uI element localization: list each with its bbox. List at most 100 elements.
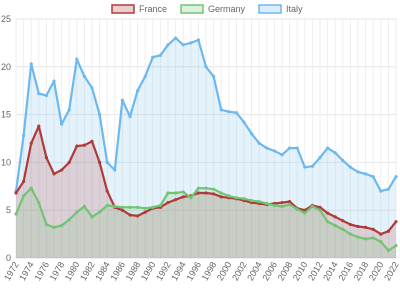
- data-point: [120, 208, 124, 212]
- x-tick-label: 1978: [48, 260, 67, 282]
- data-point: [14, 191, 18, 195]
- data-point: [303, 165, 307, 169]
- data-point: [371, 236, 375, 240]
- legend-swatch: [258, 4, 282, 14]
- data-point: [75, 57, 79, 61]
- data-point: [181, 190, 185, 194]
- data-point: [166, 191, 170, 195]
- data-point: [113, 168, 117, 172]
- data-point: [310, 204, 314, 208]
- data-point: [136, 89, 140, 93]
- data-point: [341, 219, 345, 223]
- legend-label: France: [139, 4, 167, 14]
- data-point: [364, 172, 368, 176]
- data-point: [379, 232, 383, 236]
- legend-item: France: [111, 4, 167, 14]
- data-point: [82, 143, 86, 147]
- data-point: [394, 220, 398, 224]
- data-point: [22, 134, 26, 138]
- x-tick-label: 1986: [108, 260, 127, 282]
- data-point: [67, 218, 71, 222]
- data-point: [272, 203, 276, 208]
- data-point: [318, 208, 322, 212]
- data-point: [189, 196, 193, 200]
- data-point: [174, 191, 178, 195]
- x-tick-label: 1976: [32, 260, 51, 282]
- data-point: [158, 203, 162, 208]
- x-tick-label: 1992: [154, 260, 173, 282]
- data-point: [265, 146, 269, 150]
- data-point: [394, 175, 398, 179]
- data-point: [310, 164, 314, 168]
- data-point: [348, 232, 352, 236]
- data-point: [98, 113, 102, 117]
- x-tick-label: 2022: [382, 260, 400, 282]
- x-tick-label: 2008: [276, 260, 295, 282]
- data-point: [143, 210, 147, 214]
- data-point: [128, 213, 132, 217]
- data-point: [364, 237, 368, 241]
- x-tick-label: 2000: [215, 260, 234, 282]
- data-point: [326, 220, 330, 224]
- x-tick-label: 2006: [260, 260, 279, 282]
- data-point: [212, 74, 216, 78]
- data-point: [250, 199, 254, 203]
- area-fill: [16, 188, 396, 258]
- data-point: [341, 227, 345, 231]
- data-point: [98, 210, 102, 214]
- data-point: [250, 132, 254, 136]
- data-point: [151, 55, 155, 59]
- data-point: [242, 197, 246, 201]
- data-point: [280, 200, 284, 205]
- data-point: [219, 191, 223, 195]
- data-point: [394, 243, 398, 248]
- data-point: [234, 111, 238, 115]
- legend-item: Italy: [258, 4, 303, 14]
- data-point: [143, 206, 147, 210]
- data-point: [52, 172, 56, 176]
- data-point: [356, 224, 360, 229]
- data-point: [234, 196, 238, 200]
- y-tick-label: 20: [1, 62, 11, 72]
- data-point: [318, 205, 322, 209]
- data-point: [128, 205, 132, 209]
- data-point: [181, 43, 185, 47]
- data-point: [295, 207, 299, 211]
- data-point: [288, 146, 292, 150]
- y-tick-label: 5: [6, 205, 11, 215]
- legend-label: Italy: [286, 4, 303, 14]
- data-point: [52, 225, 56, 230]
- x-tick-label: 1996: [184, 260, 203, 282]
- data-point: [52, 79, 56, 83]
- data-point: [356, 235, 360, 239]
- data-point: [60, 122, 64, 126]
- data-point: [333, 151, 337, 155]
- data-point: [82, 74, 86, 78]
- data-point: [29, 186, 33, 190]
- data-point: [356, 170, 360, 174]
- data-point: [204, 191, 208, 195]
- data-point: [348, 222, 352, 227]
- data-point: [227, 110, 231, 114]
- data-point: [29, 62, 33, 66]
- data-point: [136, 214, 140, 218]
- data-point: [219, 108, 223, 112]
- x-tick-label: 1988: [124, 260, 143, 282]
- data-point: [386, 229, 390, 233]
- data-point: [90, 139, 94, 143]
- x-tick-label: 2002: [230, 260, 249, 282]
- data-point: [280, 204, 284, 208]
- data-point: [181, 195, 185, 199]
- data-point: [14, 212, 18, 216]
- data-point: [371, 175, 375, 179]
- data-point: [75, 144, 79, 148]
- x-tick-label: 2010: [291, 260, 310, 282]
- legend-item: Germany: [180, 4, 246, 14]
- data-point: [318, 156, 322, 160]
- data-point: [204, 65, 208, 69]
- data-point: [158, 53, 162, 57]
- data-point: [227, 194, 231, 198]
- data-point: [120, 98, 124, 102]
- data-point: [386, 187, 390, 191]
